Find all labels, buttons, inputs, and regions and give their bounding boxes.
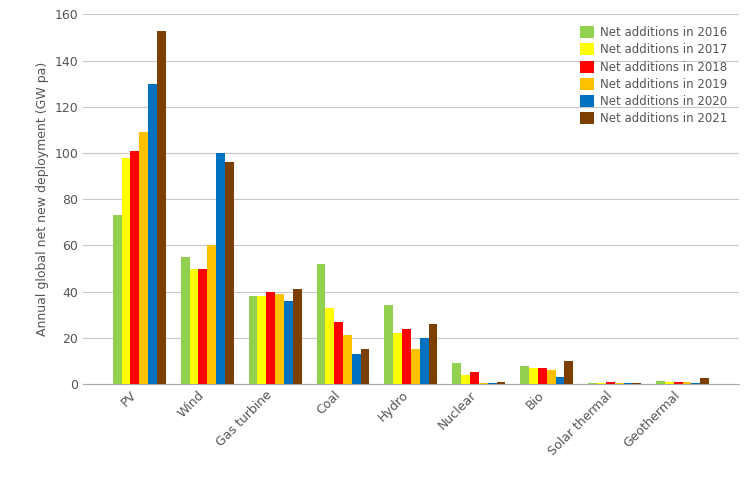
Bar bbox=[266, 292, 275, 384]
Bar bbox=[189, 268, 198, 384]
Bar bbox=[665, 382, 674, 384]
Bar bbox=[394, 333, 402, 384]
Bar bbox=[547, 370, 556, 384]
Bar bbox=[402, 329, 411, 384]
Bar bbox=[352, 354, 360, 384]
Bar bbox=[257, 296, 266, 384]
Bar bbox=[624, 383, 633, 384]
Bar bbox=[428, 324, 437, 384]
Bar bbox=[470, 372, 479, 384]
Bar bbox=[597, 383, 606, 384]
Bar bbox=[334, 322, 343, 384]
Bar bbox=[157, 31, 166, 384]
Bar bbox=[207, 245, 216, 384]
Bar bbox=[479, 383, 488, 384]
Bar bbox=[588, 383, 597, 384]
Bar bbox=[293, 289, 302, 384]
Bar bbox=[488, 383, 497, 384]
Bar bbox=[674, 382, 682, 384]
Bar bbox=[615, 383, 624, 384]
Y-axis label: Annual global net new deployment (GW pa): Annual global net new deployment (GW pa) bbox=[35, 62, 49, 336]
Bar bbox=[691, 383, 700, 384]
Bar bbox=[700, 378, 709, 384]
Bar bbox=[198, 268, 207, 384]
Bar bbox=[275, 294, 284, 384]
Bar bbox=[420, 338, 428, 384]
Bar bbox=[529, 368, 538, 384]
Bar bbox=[538, 368, 547, 384]
Bar bbox=[317, 264, 325, 384]
Bar bbox=[556, 377, 565, 384]
Bar bbox=[565, 361, 573, 384]
Bar bbox=[360, 349, 369, 384]
Bar bbox=[497, 382, 505, 384]
Bar bbox=[633, 383, 641, 384]
Bar bbox=[249, 296, 257, 384]
Bar bbox=[385, 305, 394, 384]
Bar bbox=[225, 162, 234, 384]
Bar bbox=[181, 257, 189, 384]
Bar bbox=[461, 375, 470, 384]
Legend: Net additions in 2016, Net additions in 2017, Net additions in 2018, Net additio: Net additions in 2016, Net additions in … bbox=[574, 20, 733, 131]
Bar bbox=[325, 308, 334, 384]
Bar bbox=[148, 84, 157, 384]
Bar bbox=[139, 132, 148, 384]
Bar bbox=[606, 382, 615, 384]
Bar bbox=[130, 151, 139, 384]
Bar bbox=[656, 381, 665, 384]
Bar bbox=[343, 336, 352, 384]
Bar bbox=[411, 349, 420, 384]
Bar bbox=[121, 157, 130, 384]
Bar bbox=[113, 216, 121, 384]
Bar bbox=[452, 363, 461, 384]
Bar bbox=[682, 382, 691, 384]
Bar bbox=[520, 366, 529, 384]
Bar bbox=[284, 301, 293, 384]
Bar bbox=[216, 153, 225, 384]
